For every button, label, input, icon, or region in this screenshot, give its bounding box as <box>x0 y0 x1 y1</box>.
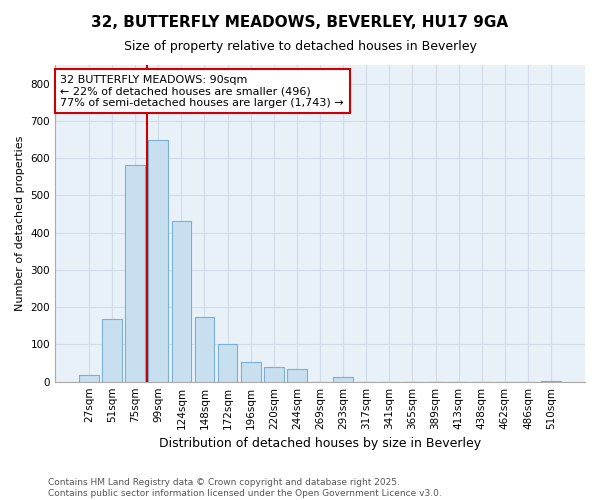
Text: Size of property relative to detached houses in Beverley: Size of property relative to detached ho… <box>124 40 476 53</box>
Bar <box>541 380 561 382</box>
Bar <box>79 375 99 382</box>
Bar <box>287 370 307 382</box>
Bar <box>194 317 214 382</box>
Bar <box>334 377 353 382</box>
Bar <box>125 165 145 382</box>
Bar <box>218 344 238 382</box>
Bar <box>241 362 260 382</box>
Bar <box>264 367 284 382</box>
Text: 32 BUTTERFLY MEADOWS: 90sqm
← 22% of detached houses are smaller (496)
77% of se: 32 BUTTERFLY MEADOWS: 90sqm ← 22% of det… <box>61 74 344 108</box>
Text: 32, BUTTERFLY MEADOWS, BEVERLEY, HU17 9GA: 32, BUTTERFLY MEADOWS, BEVERLEY, HU17 9G… <box>91 15 509 30</box>
Y-axis label: Number of detached properties: Number of detached properties <box>15 136 25 311</box>
Text: Contains HM Land Registry data © Crown copyright and database right 2025.
Contai: Contains HM Land Registry data © Crown c… <box>48 478 442 498</box>
Bar <box>102 319 122 382</box>
X-axis label: Distribution of detached houses by size in Beverley: Distribution of detached houses by size … <box>159 437 481 450</box>
Bar <box>172 220 191 382</box>
Bar <box>148 140 168 382</box>
